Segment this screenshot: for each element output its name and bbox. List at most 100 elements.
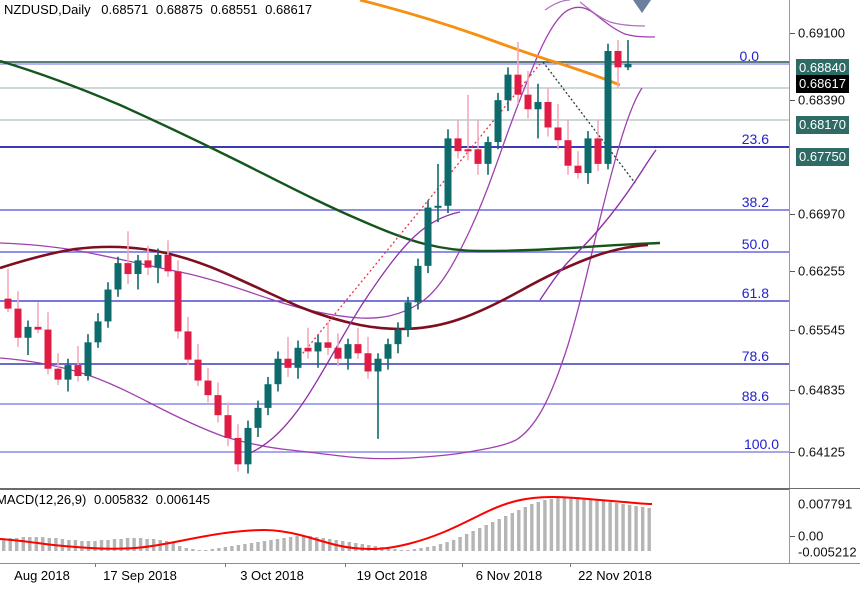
candle-body [64,365,72,380]
candle-body [544,101,552,128]
symbol-name: NZDUSD,Daily [4,2,91,17]
macd-histogram-bar [34,537,38,551]
axis-tick [790,214,795,215]
candle-body [594,138,602,164]
macd-histogram-bar [171,543,175,551]
macd-indicator-pane[interactable] [0,489,789,564]
candle-body [24,326,32,338]
ohlc-high: 0.68875 [155,2,203,17]
macd-value-main: 0.005832 [93,492,149,507]
macd-histogram-bar [556,498,560,551]
macd-histogram-bar [125,538,130,551]
candle-body [264,384,272,408]
candle-body [554,127,562,141]
candle-body [224,415,232,438]
candle-body [14,308,22,338]
macd-histogram-bar [315,537,319,551]
macd-histogram-bar [197,550,201,551]
candle-body [454,138,462,152]
price-chart-pane[interactable]: 0.0 23.6 38.2 50.0 61.8 78.6 88.6 100.0 [0,0,789,488]
macd-histogram-bar [184,548,188,551]
macd-histogram-bar [608,502,612,551]
macd-label-min: -0.005212 [798,544,857,560]
macd-histogram-bar [210,549,214,551]
indicator-line-purple-ascending [244,211,461,456]
macd-histogram-bar [301,536,306,551]
bollinger-lower-band [0,87,643,460]
price-label-68617-current: 0.68617 [796,75,849,93]
macd-histogram-bar [393,549,397,551]
macd-histogram-bar [80,541,84,551]
macd-histogram-bar [582,498,586,551]
candle-body [514,74,522,95]
macd-histogram-bar [399,550,404,551]
macd-name: MACD(12,26,9) [0,492,87,507]
macd-histogram-bar [321,538,325,551]
candle-body [494,100,502,143]
macd-histogram-bar [204,550,208,551]
macd-histogram-bar [21,537,25,551]
candle-body [394,329,402,345]
symbol-ohlc-header: NZDUSD,Daily 0.68571 0.68875 0.68551 0.6… [4,2,316,17]
macd-histogram-bar [523,507,527,551]
candle-body [424,207,432,266]
macd-histogram-bar [223,547,228,551]
candle-body [84,342,92,377]
macd-histogram-bar [15,538,19,551]
candle-body [434,205,442,208]
candle-body [384,344,392,359]
candle-body [374,358,382,372]
macd-histogram-bar [419,548,423,551]
price-label-66970: 0.66970 [798,206,845,222]
axis-tick [790,390,795,391]
macd-histogram-bar [510,513,514,551]
macd-histogram-bar [588,499,593,551]
candle-body [254,407,262,428]
macd-histogram-bar [86,541,91,551]
date-axis[interactable]: Aug 2018 17 Sep 2018 3 Oct 2018 19 Oct 2… [0,564,860,589]
moving-average-green [0,59,661,253]
axis-tick [790,100,795,101]
macd-histogram-bar [106,540,110,551]
candle-body [574,165,582,173]
macd-histogram-bar [256,542,260,551]
macd-histogram-bar [217,548,221,551]
date-label-19oct: 19 Oct 2018 [356,568,428,583]
macd-histogram-bar [491,522,495,551]
macd-histogram-bar [641,507,645,551]
axis-tick [790,33,795,34]
macd-histogram-bar [438,544,443,551]
macd-histogram-bar [99,540,104,551]
trendline-dark-dotted-descending [542,61,636,184]
macd-histogram-bar [360,544,364,551]
candle-body [444,138,452,206]
candle-body [464,149,472,152]
axis-pane-divider [789,488,860,489]
macd-histogram-bar [288,537,293,551]
macd-histogram-bar [497,519,501,551]
candle-body [164,254,172,272]
candle-body [154,254,162,268]
candle-body [354,344,362,354]
macd-histogram-bar [478,528,482,551]
price-axis[interactable]: 0.69100 0.68840 0.68617 0.68390 0.68170 … [789,0,860,564]
macd-histogram-bar [425,547,430,551]
macd-histogram-bar [249,543,254,551]
price-label-68170: 0.68170 [796,116,849,134]
macd-histogram-bar [328,539,332,551]
trendline-orange-descending [359,0,621,87]
candle-body [234,437,242,465]
candle-body [504,74,512,101]
axis-tick [790,452,795,453]
candle-body [404,302,412,330]
macd-svg [0,495,653,551]
ohlc-close: 0.68617 [265,2,313,17]
candle-body [324,342,332,348]
macd-histogram-bar [504,516,508,551]
macd-histogram-bar [464,534,469,551]
bottom-divider [0,563,860,564]
price-label-68390: 0.68390 [798,92,845,108]
candle-body [194,359,202,381]
candle-body [524,94,532,110]
candle-body [134,260,142,275]
